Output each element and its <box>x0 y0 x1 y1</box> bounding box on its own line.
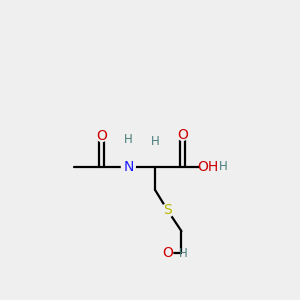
Text: S: S <box>163 203 172 218</box>
Text: H: H <box>124 134 133 146</box>
Circle shape <box>178 130 188 140</box>
Circle shape <box>200 158 216 175</box>
Text: H: H <box>151 135 159 148</box>
Text: O: O <box>162 246 173 260</box>
Circle shape <box>97 131 107 142</box>
Text: N: N <box>123 160 134 173</box>
Circle shape <box>161 204 174 217</box>
Text: H: H <box>179 247 188 260</box>
Text: O: O <box>177 128 188 142</box>
Text: H: H <box>219 160 227 173</box>
Text: OH: OH <box>197 160 219 173</box>
Text: O: O <box>96 130 107 143</box>
Circle shape <box>122 160 135 173</box>
Circle shape <box>163 248 173 258</box>
